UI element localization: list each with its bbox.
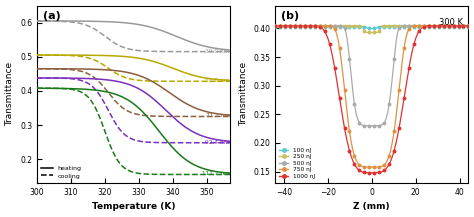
Legend: heating, cooling: heating, cooling — [40, 165, 83, 180]
Text: 92.4 nm: 92.4 nm — [205, 140, 230, 145]
Text: 55.8 nm: 55.8 nm — [205, 78, 230, 83]
X-axis label: Z (mm): Z (mm) — [354, 202, 390, 211]
Text: 111.7 nm: 111.7 nm — [202, 171, 230, 176]
Text: 300 K: 300 K — [438, 18, 463, 27]
Legend: 100 nJ, 250 nJ, 500 nJ, 750 nJ, 1000 nJ: 100 nJ, 250 nJ, 500 nJ, 750 nJ, 1000 nJ — [278, 146, 316, 180]
Text: 71.1 nm: 71.1 nm — [206, 113, 230, 118]
X-axis label: Temperature (K): Temperature (K) — [92, 202, 175, 211]
Text: 30.0 nm: 30.0 nm — [205, 49, 230, 54]
Text: (b): (b) — [281, 11, 299, 21]
Y-axis label: Transmittance: Transmittance — [6, 62, 15, 126]
Y-axis label: Transmittance: Transmittance — [239, 62, 248, 126]
Text: (a): (a) — [43, 11, 61, 21]
